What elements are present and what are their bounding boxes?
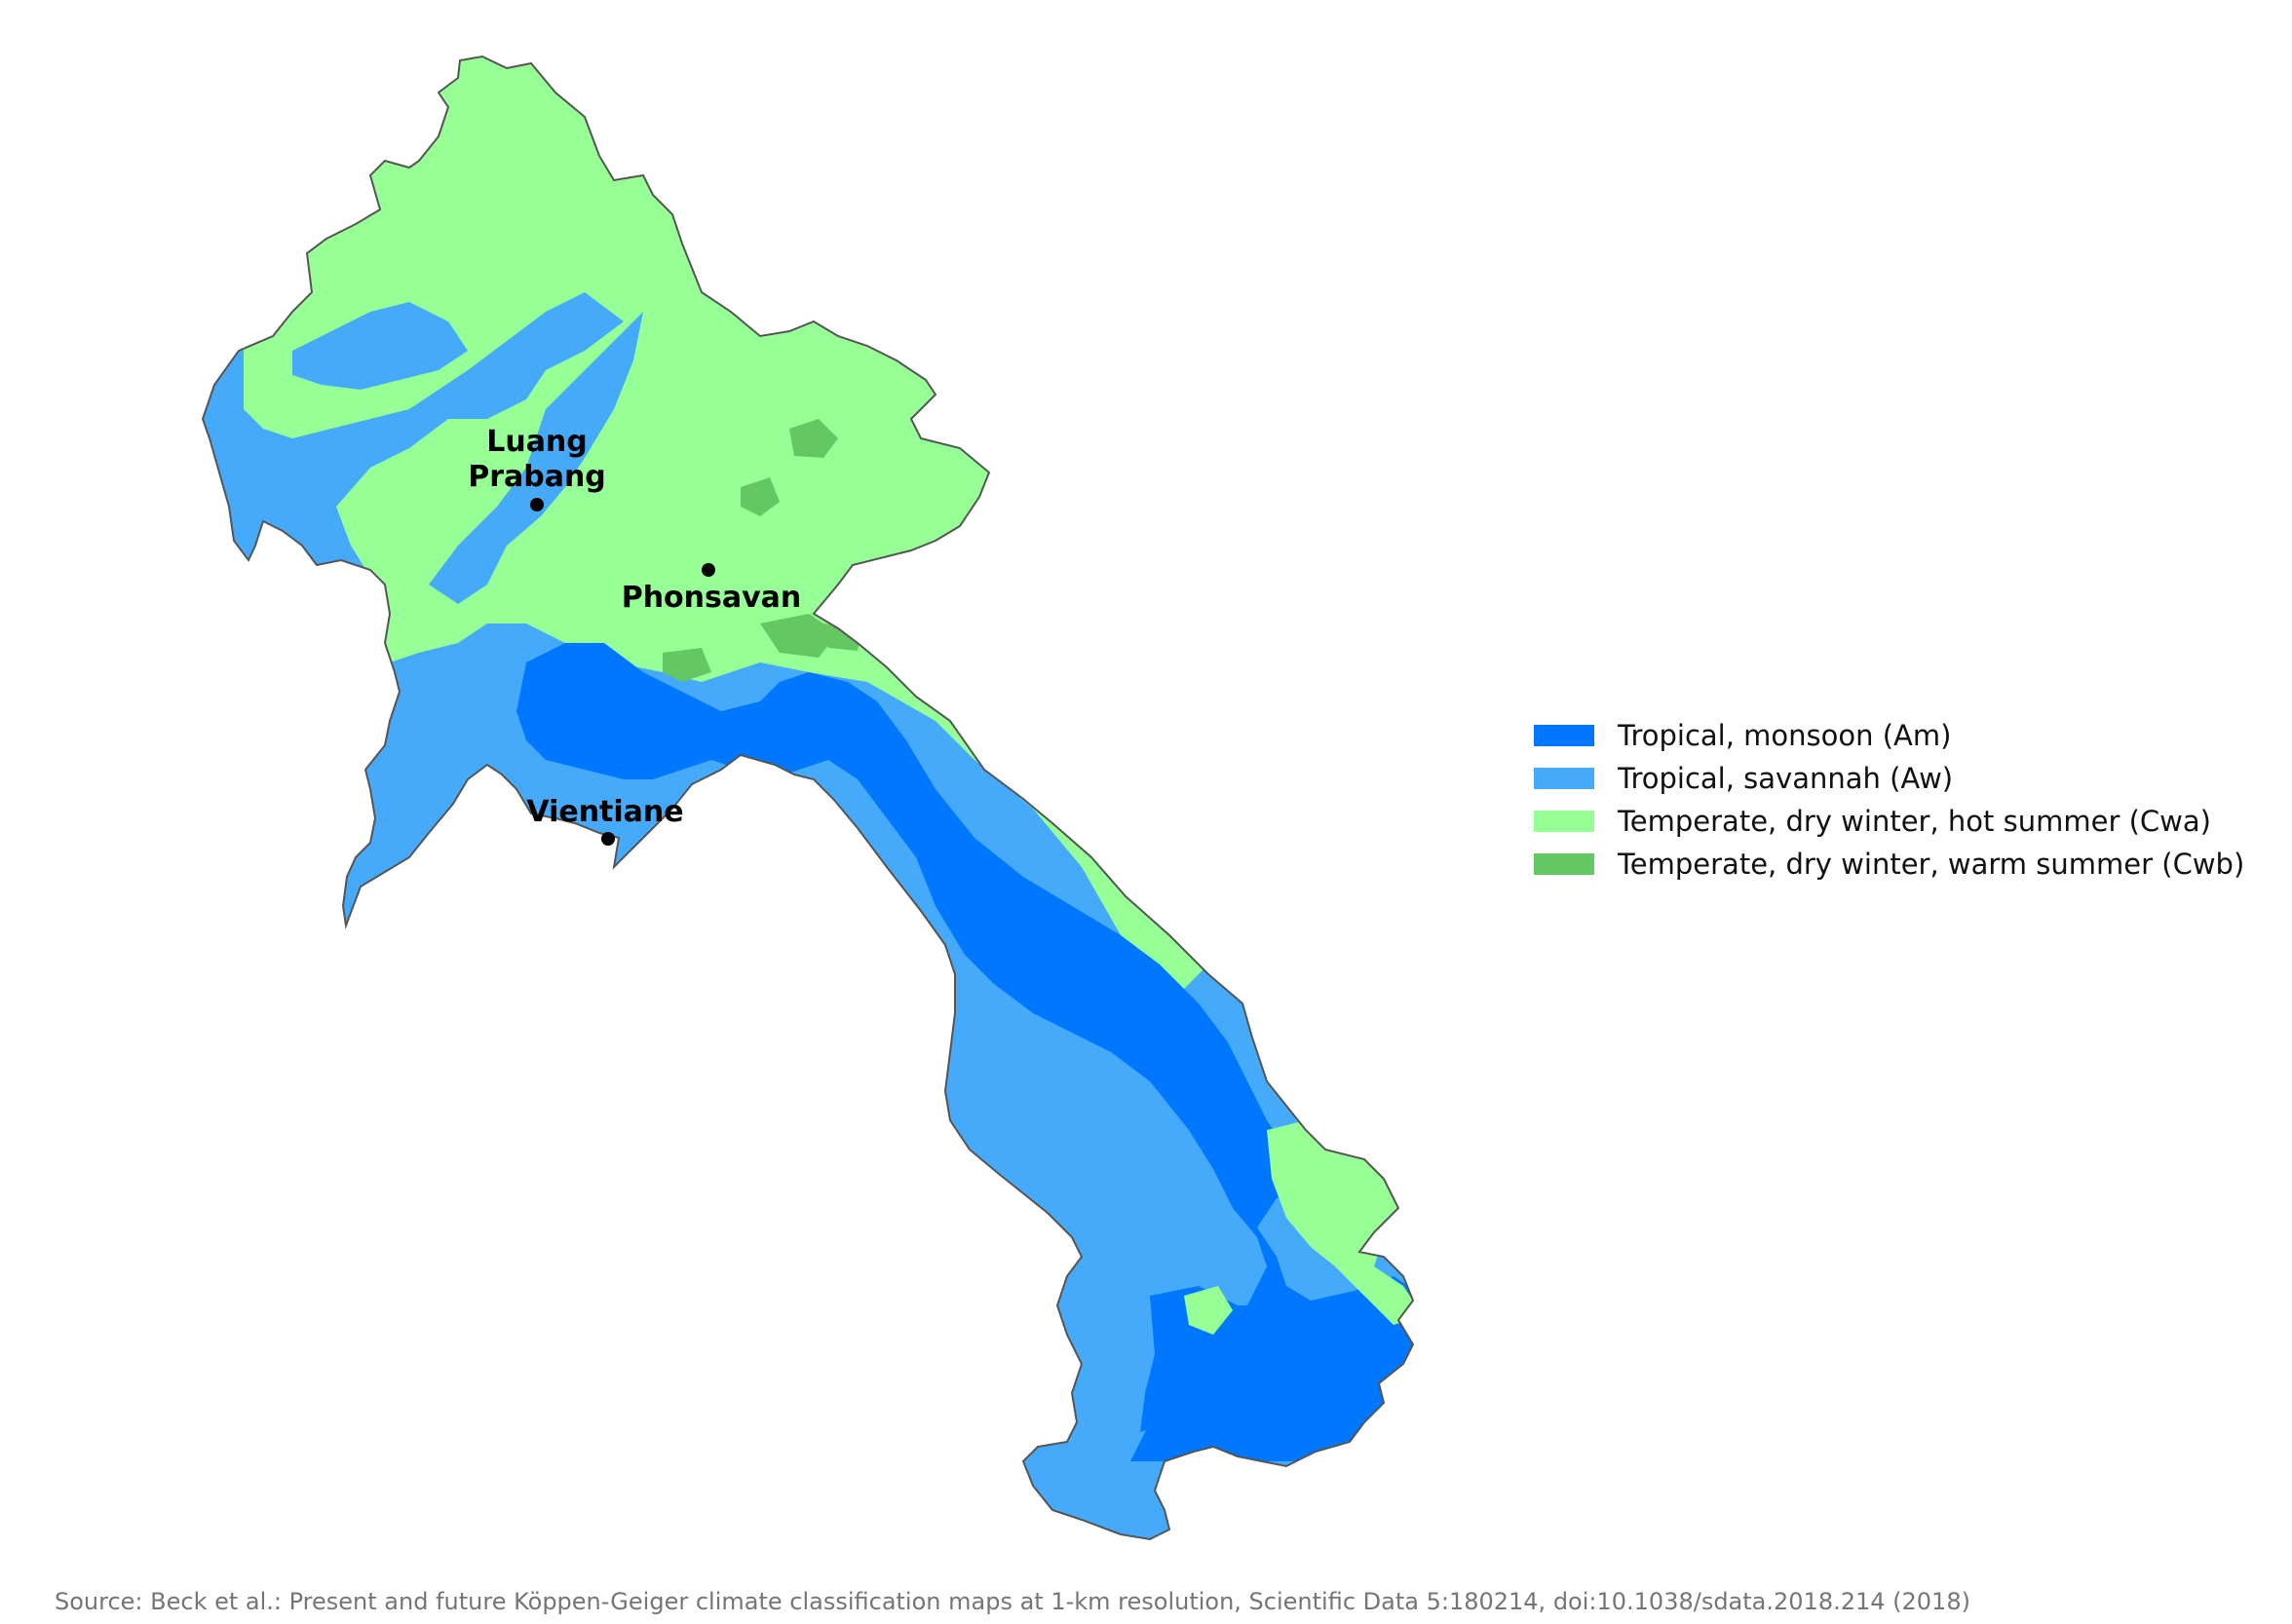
zone-cwb-patch-5 (663, 648, 711, 682)
zone-cwb-patch-3 (760, 614, 838, 658)
city-luang-prabang: Luang Prabang (468, 425, 606, 511)
legend-item-cwb: Temperate, dry winter, warm summer (Cwb) (1534, 843, 2244, 886)
zone-cwb-patch-4 (823, 623, 862, 651)
zone-cwa-north (244, 57, 1413, 1003)
legend-swatch-aw (1534, 768, 1594, 789)
legend: Tropical, monsoon (Am) Tropical, savanna… (1534, 714, 2244, 886)
source-citation: Source: Beck et al.: Present and future … (55, 1588, 1970, 1615)
legend-label-aw: Tropical, savannah (Aw) (1618, 762, 1954, 795)
zone-cwb-patch-2 (741, 477, 780, 516)
climate-zones (203, 57, 1413, 1539)
zone-cwb-patch-7 (1043, 799, 1072, 820)
city-marker-luang-prabang (530, 498, 544, 511)
city-label-phonsavan: Phonsavan (622, 581, 802, 615)
zone-am-band (516, 643, 1413, 1461)
city-phonsavan: Phonsavan (622, 563, 802, 615)
city-label-luang: Luang (486, 425, 588, 459)
zone-cwa-south-patch (1184, 1286, 1233, 1335)
legend-item-cwa: Temperate, dry winter, hot summer (Cwa) (1534, 800, 2244, 843)
zone-cwb-patch-1 (789, 419, 838, 458)
city-marker-vientiane (601, 832, 615, 846)
legend-label-cwb: Temperate, dry winter, warm summer (Cwb) (1618, 848, 2245, 881)
country-border (201, 55, 1415, 1541)
zone-aw-nw-patch (292, 302, 468, 390)
legend-label-am: Tropical, monsoon (Am) (1618, 719, 1952, 752)
legend-swatch-cwb (1534, 853, 1594, 875)
legend-label-cwa: Temperate, dry winter, hot summer (Cwa) (1618, 805, 2211, 838)
legend-swatch-cwa (1534, 811, 1594, 832)
zone-am-south (1140, 1286, 1296, 1432)
city-label-vientiane: Vientiane (526, 795, 683, 829)
legend-swatch-am (1534, 725, 1594, 746)
city-vientiane: Vientiane (526, 795, 684, 846)
zone-aw-mekong-valley (429, 312, 643, 604)
legend-item-am: Tropical, monsoon (Am) (1534, 714, 2244, 757)
city-marker-phonsavan (702, 563, 715, 577)
legend-item-aw: Tropical, savannah (Aw) (1534, 757, 2244, 800)
city-label-prabang: Prabang (468, 460, 606, 494)
